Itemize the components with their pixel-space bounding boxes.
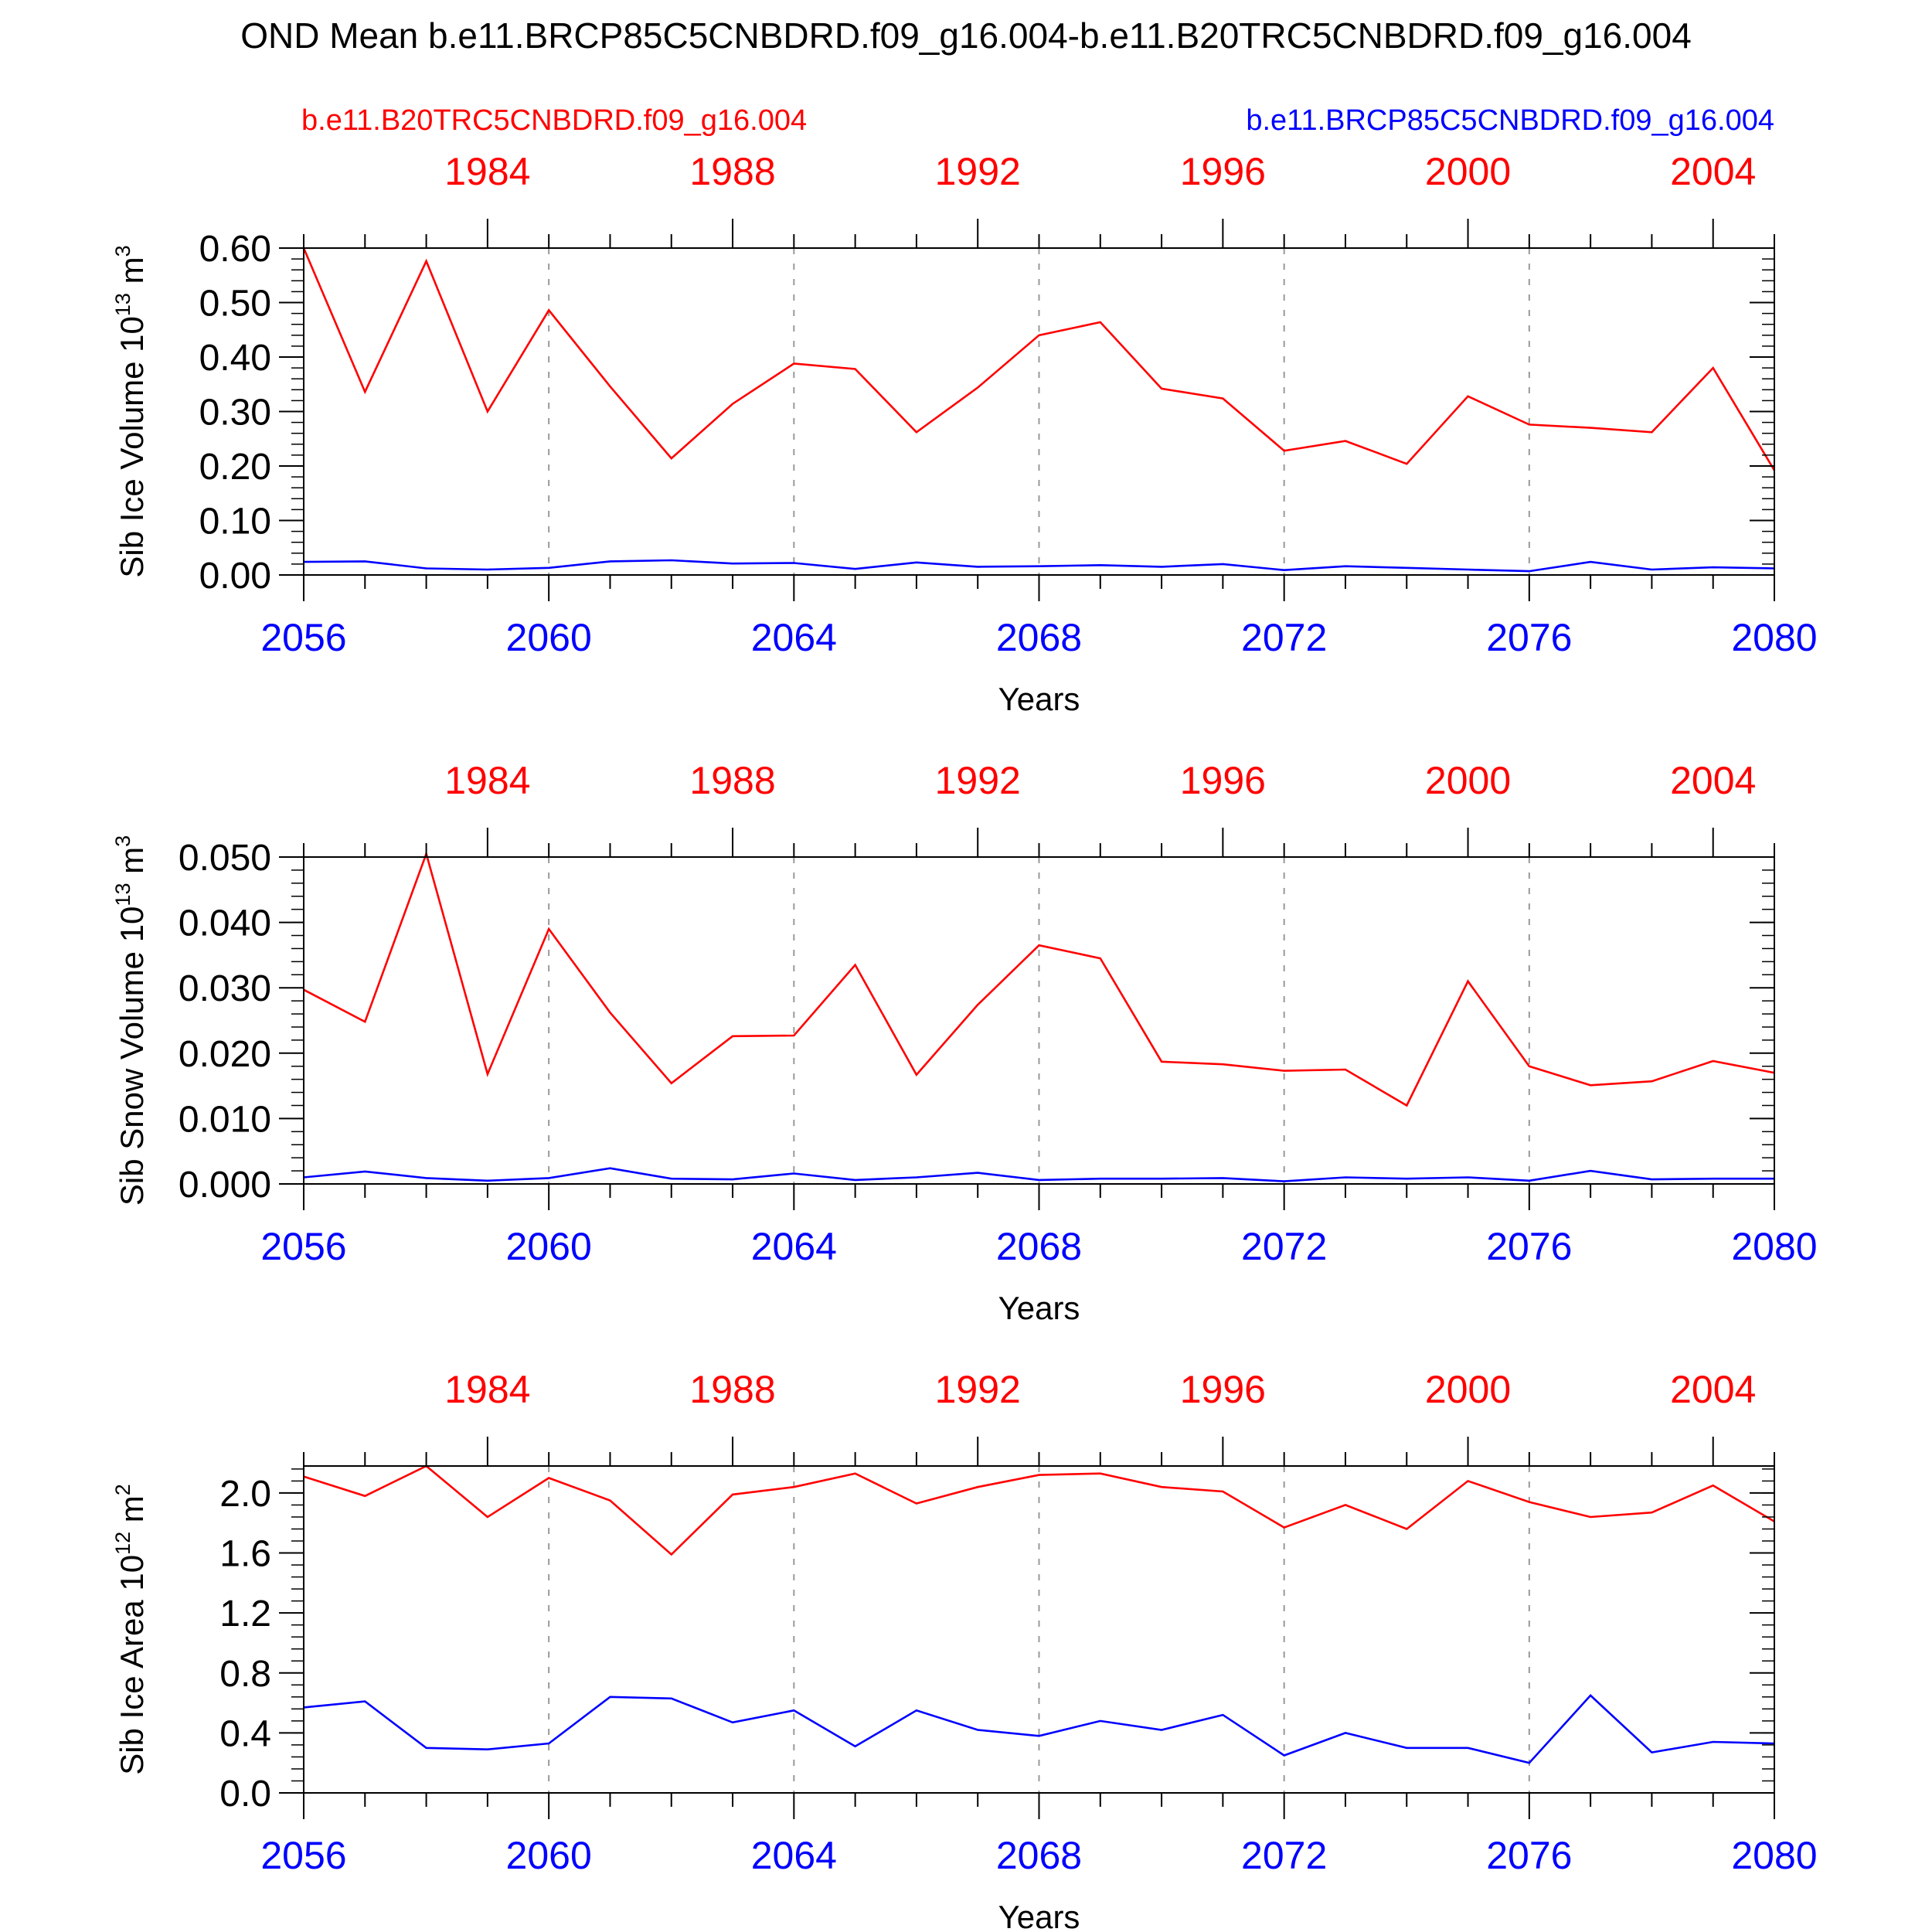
y-tick-label: 0.00 <box>199 556 271 597</box>
figure-title: OND Mean b.e11.BRCP85C5CNBDRD.f09_g16.00… <box>240 15 1692 56</box>
x-tick-label-rcp: 2060 <box>506 1225 592 1268</box>
x-tick-label-historical: 2004 <box>1670 150 1756 193</box>
y-axis-title-exponent: 12 <box>111 1532 134 1555</box>
x-tick-label-rcp: 2076 <box>1486 616 1572 659</box>
chart-panel-3: 2056 2060 2064 2068 2072 2076 2080 Years 1984 198… <box>111 1368 1817 1932</box>
legend-right-label: b.e11.BRCP85C5CNBDRD.f09_g16.004 <box>1246 104 1774 137</box>
x-tick-label-rcp: 2060 <box>506 616 592 659</box>
x-tick-label-historical: 1988 <box>689 150 775 193</box>
x-tick-label-historical: 2000 <box>1425 1368 1511 1411</box>
y-axis-title-exponent: 2 <box>111 1484 134 1495</box>
x-tick-label-historical: 1984 <box>444 1368 530 1411</box>
x-tick-label-rcp: 2056 <box>260 616 346 659</box>
y-tick-label: 0.8 <box>219 1654 271 1695</box>
x-tick-label-historical: 2000 <box>1425 150 1511 193</box>
y-axis-title-exponent: 13 <box>111 883 134 906</box>
series-line-rcp85 <box>303 1167 1774 1182</box>
y-tick-label: 1.6 <box>219 1534 271 1575</box>
y-axis-title: Sib Ice Volume 1013 m3 <box>111 245 150 577</box>
y-tick-label: 0.020 <box>179 1034 271 1075</box>
x-tick-label-historical: 1984 <box>444 150 530 193</box>
y-tick-label: 0.000 <box>179 1165 271 1206</box>
y-tick-label: 0.50 <box>199 284 271 325</box>
chart-panels: 2056 2060 2064 2068 2072 2076 2080 Years 1984 198… <box>111 150 1817 1932</box>
y-tick-label: 0.040 <box>179 903 271 944</box>
x-tick-label-rcp: 2076 <box>1486 1225 1572 1268</box>
series-line-historical <box>303 1464 1775 1556</box>
x-tick-label-historical: 2004 <box>1670 1368 1756 1411</box>
y-tick-label: 1.2 <box>219 1594 271 1634</box>
x-axis-title: Years <box>998 1899 1080 1932</box>
y-axis-title-text: Sib Ice Area 10 <box>114 1555 150 1775</box>
series-line-rcp85 <box>303 1694 1775 1764</box>
x-tick-label-rcp: 2060 <box>506 1834 592 1877</box>
y-tick-label: 0.60 <box>199 229 271 270</box>
y-tick-label: 0.10 <box>199 502 271 543</box>
x-tick-label-rcp: 2068 <box>996 1225 1082 1268</box>
y-axis-title-text: Sib Ice Volume 10 <box>114 316 150 578</box>
x-tick-label-rcp: 2076 <box>1486 1834 1572 1877</box>
x-tick-label-rcp: 2056 <box>260 1834 346 1877</box>
x-tick-label-historical: 1996 <box>1180 759 1266 802</box>
y-axis-title-exponent: 13 <box>111 293 134 316</box>
x-tick-label-rcp: 2072 <box>1241 1834 1327 1877</box>
y-tick-label: 0.050 <box>179 838 271 879</box>
x-tick-label-rcp: 2068 <box>996 1834 1082 1877</box>
y-axis-title-text: m <box>114 257 150 293</box>
y-axis-title: Sib Snow Volume 1013 m3 <box>111 835 150 1206</box>
x-tick-label-rcp: 2072 <box>1241 1225 1327 1268</box>
x-tick-label-historical: 1992 <box>935 1368 1021 1411</box>
x-tick-label-historical: 1988 <box>689 759 775 802</box>
x-tick-label-rcp: 2080 <box>1731 616 1817 659</box>
series-line-historical <box>302 247 1776 471</box>
y-axis-title-text: Sib Snow Volume 10 <box>114 906 150 1206</box>
y-tick-label: 0.4 <box>219 1713 271 1754</box>
y-tick-label: 0.010 <box>179 1099 271 1140</box>
y-axis-title-exponent: 3 <box>111 835 134 847</box>
y-tick-label: 0.40 <box>199 338 271 379</box>
x-tick-label-historical: 1992 <box>935 150 1021 193</box>
x-axis-title: Years <box>998 1290 1080 1326</box>
x-tick-label-rcp: 2064 <box>751 616 837 659</box>
x-tick-label-rcp: 2080 <box>1731 1834 1817 1877</box>
series-line-historical <box>303 850 1775 1107</box>
y-axis-title-text: m <box>114 1495 150 1532</box>
x-tick-label-historical: 1996 <box>1180 150 1266 193</box>
x-tick-label-historical: 2000 <box>1425 759 1511 802</box>
legend-left-label: b.e11.B20TRC5CNBDRD.f09_g16.004 <box>301 104 807 137</box>
y-tick-label: 0.0 <box>219 1774 271 1815</box>
x-tick-label-rcp: 2068 <box>996 616 1082 659</box>
y-axis-title-text: m <box>114 847 150 883</box>
series-line-rcp85 <box>303 559 1775 573</box>
x-tick-label-historical: 1996 <box>1180 1368 1266 1411</box>
x-tick-label-rcp: 2064 <box>751 1225 837 1268</box>
y-tick-label: 0.30 <box>199 393 271 434</box>
chart-panel-2: 2056 2060 2064 2068 2072 2076 2080 Years 1984 198… <box>111 759 1817 1326</box>
chart-panel-1: 2056 2060 2064 2068 2072 2076 2080 Years 1984 198… <box>111 150 1817 717</box>
x-tick-label-historical: 1984 <box>444 759 530 802</box>
y-tick-label: 0.20 <box>199 447 271 488</box>
y-tick-label: 2.0 <box>219 1474 271 1515</box>
x-axis-title: Years <box>998 681 1080 717</box>
x-tick-label-rcp: 2064 <box>751 1834 837 1877</box>
y-tick-label: 0.030 <box>179 968 271 1009</box>
x-tick-label-historical: 2004 <box>1670 759 1756 802</box>
x-tick-label-rcp: 2072 <box>1241 616 1327 659</box>
y-axis-title: Sib Ice Area 1012 m2 <box>111 1484 150 1775</box>
x-tick-label-rcp: 2080 <box>1731 1225 1817 1268</box>
x-tick-label-historical: 1988 <box>689 1368 775 1411</box>
x-tick-label-rcp: 2056 <box>260 1225 346 1268</box>
x-tick-label-historical: 1992 <box>935 759 1021 802</box>
y-axis-title-exponent: 3 <box>111 245 134 257</box>
